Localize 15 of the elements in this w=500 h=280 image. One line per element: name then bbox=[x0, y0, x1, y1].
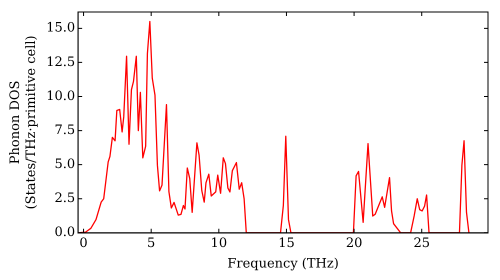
x-tick-label: 0 bbox=[79, 236, 88, 251]
y-tick-label: 12.5 bbox=[46, 54, 76, 70]
x-tick-label: 5 bbox=[147, 236, 156, 251]
y-tick-label: 7.5 bbox=[54, 122, 76, 138]
x-tick-label: 15 bbox=[278, 236, 295, 251]
x-axis-title: Frequency (THz) bbox=[227, 256, 339, 272]
y-tick-label: 15.0 bbox=[46, 20, 76, 36]
y-tick-label: 10.0 bbox=[46, 88, 76, 104]
x-tick-label: 25 bbox=[413, 236, 430, 251]
y-tick-label: 5.0 bbox=[54, 157, 76, 172]
y-tick-label: 2.5 bbox=[54, 191, 76, 206]
x-tick-label: 20 bbox=[346, 236, 362, 251]
x-tick-label: 10 bbox=[210, 236, 228, 251]
y-tick-label: 0.0 bbox=[54, 225, 76, 240]
y-axis-title: Phonon DOS (States/THz·primitive cell) bbox=[8, 35, 39, 210]
